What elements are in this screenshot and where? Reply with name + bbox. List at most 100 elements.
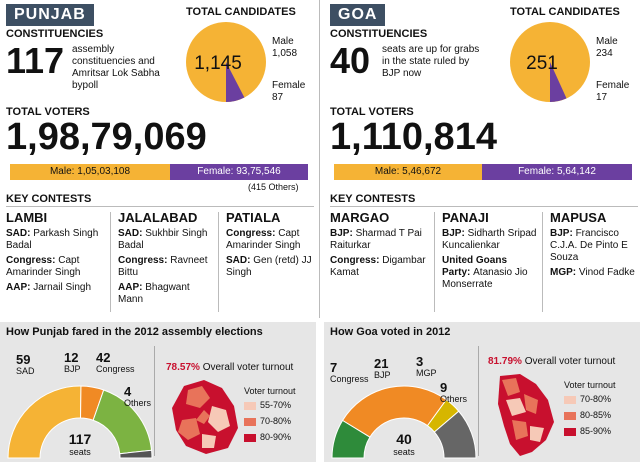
contest-candidate: Congress: Ravneet Bittu: [118, 255, 208, 278]
contest-candidate: Congress: Digambar Kamat: [330, 255, 426, 278]
pie-slice-female: [226, 62, 245, 102]
legend-item: 70-80%: [564, 394, 611, 404]
turnout: 78.57% Overall voter turnout: [166, 362, 293, 373]
constituencies-label: CONSTITUENCIES: [330, 28, 428, 40]
seat-value: 21: [374, 356, 388, 371]
contest-name: MARGAO: [330, 210, 390, 225]
legend-swatch: [244, 401, 256, 410]
seat-label: Congress: [330, 374, 369, 384]
male-voters-bar: Male: 1,05,03,108: [10, 164, 170, 180]
total-candidates-label: TOTAL CANDIDATES: [186, 6, 296, 18]
legend-item: 85-90%: [564, 426, 611, 436]
contest-candidate: Congress: Capt Amarinder Singh: [6, 255, 81, 278]
legend-swatch: [564, 411, 576, 420]
seats-word: seats: [393, 447, 415, 457]
contest-name: MAPUSA: [550, 210, 607, 225]
legend-label: 80-85%: [580, 410, 612, 420]
contest-candidate: SAD: Parkash Singh Badal: [6, 228, 99, 251]
seat-value: 59: [16, 352, 30, 367]
contest-candidate: United Goans Party: Atanasio Jio Monserr…: [442, 255, 528, 290]
seat-label: Others: [440, 394, 468, 404]
legend-item: 80-85%: [564, 410, 611, 420]
legend-label: 70-80%: [260, 416, 292, 426]
female-voters-bar: Female: 93,75,546: [170, 164, 308, 180]
seat-label: BJP: [374, 370, 391, 380]
contest-candidate: BJP: Francisco C.J.A. De Pinto E Souza: [550, 228, 628, 263]
contest-name: PANAJI: [442, 210, 489, 225]
seat-label: BJP: [64, 364, 81, 374]
legend-item: 80-90%: [244, 432, 291, 442]
seat-value: 7: [330, 360, 337, 375]
legend-label: 80-90%: [260, 432, 292, 442]
contest-name: LAMBI: [6, 210, 48, 225]
pie-label-female: Female: [596, 80, 630, 91]
total-voters-label: TOTAL VOTERS: [330, 106, 414, 118]
seat-value: 9: [440, 380, 447, 395]
legend-item: 70-80%: [244, 416, 291, 426]
seats-total: 117: [69, 431, 92, 447]
constituencies-text: assembly constituencies and Amritsar Lok…: [72, 44, 160, 91]
contest-mapusa: MAPUSA BJP: Francisco C.J.A. De Pinto E S…: [550, 210, 640, 279]
turnout-pct: 78.57%: [166, 362, 200, 373]
contest-patiala: PATIALA Congress: Capt Amarinder Singh SAD…: [226, 210, 322, 279]
seat-slice-others: [433, 410, 477, 459]
goa-map: [498, 374, 554, 456]
seat-slice-bjp: [341, 385, 448, 438]
total-voters: 1,110,814: [330, 116, 497, 158]
seats-word: seats: [69, 447, 91, 457]
punjab-results: How Punjab fared in the 2012 assembly el…: [0, 322, 316, 462]
seat-value: 12: [64, 350, 78, 365]
punjab-panel: PUNJAB CONSTITUENCIES 117 assembly const…: [0, 0, 316, 462]
pie-label-male: Male: [272, 36, 294, 47]
turnout: 81.79% Overall voter turnout: [488, 356, 615, 367]
contest-jalalabad: JALALABAD SAD: Sukhbir Singh Badal Congres…: [118, 210, 214, 306]
legend-swatch: [564, 395, 576, 404]
contest-candidate: Congress: Capt Amarinder Singh: [226, 228, 301, 251]
total-voters: 1,98,79,069: [6, 116, 207, 158]
turnout-label: Overall voter turnout: [202, 362, 294, 373]
goa-results: How Goa voted in 2012 7 Congress 21 BJP 3 MGP…: [324, 322, 640, 462]
pie-center-label: 251: [526, 53, 558, 74]
pie-value-male: 1,058: [272, 48, 297, 59]
state-label: GOA: [330, 4, 386, 26]
goa-panel: GOA CONSTITUENCIES 40 seats are up for g…: [324, 0, 640, 462]
contest-panaji: PANAJI BJP: Sidharth Sripad Kuncalienkar U…: [442, 210, 538, 291]
state-label: PUNJAB: [6, 4, 94, 26]
seat-value: 42: [96, 350, 110, 365]
constituencies-count: 117: [6, 40, 65, 81]
pie-center-label: 1,145: [194, 53, 242, 74]
female-voters-bar: Female: 5,64,142: [482, 164, 632, 180]
contest-candidate: SAD: Sukhbir Singh Badal: [118, 228, 208, 251]
contest-candidate: AAP: Jarnail Singh: [6, 282, 92, 293]
total-voters-label: TOTAL VOTERS: [6, 106, 90, 118]
pie-slice-female: [550, 62, 567, 102]
seat-label: Others: [124, 398, 152, 408]
contest-name: PATIALA: [226, 210, 281, 225]
legend-item: 55-70%: [244, 400, 291, 410]
total-candidates-label: TOTAL CANDIDATES: [510, 6, 620, 18]
contest-margao: MARGAO BJP: Sharmad T Pai Raiturkar Congre…: [330, 210, 426, 279]
pie-value-male: 234: [596, 48, 613, 59]
legend-title: Voter turnout: [564, 380, 616, 390]
seat-value: 4: [124, 384, 132, 399]
legend-swatch: [244, 433, 256, 442]
pie-label-male: Male: [596, 36, 618, 47]
results-title: How Goa voted in 2012: [330, 326, 451, 338]
turnout-label: Overall voter turnout: [524, 356, 616, 367]
legend-swatch: [564, 427, 576, 436]
seats-total: 40: [396, 431, 412, 447]
legend-label: 85-90%: [580, 426, 612, 436]
seat-slice-others: [119, 449, 153, 459]
results-title: How Punjab fared in the 2012 assembly el…: [6, 326, 263, 338]
legend-label: 70-80%: [580, 394, 612, 404]
seat-label: Congress: [96, 364, 135, 374]
contest-candidate: SAD: Gen (retd) JJ Singh: [226, 255, 312, 278]
turnout-legend: 55-70% 70-80% 80-90%: [244, 400, 291, 448]
legend-title: Voter turnout: [244, 386, 296, 396]
contest-candidate: BJP: Sharmad T Pai Raiturkar: [330, 228, 422, 251]
legend-swatch: [244, 417, 256, 426]
